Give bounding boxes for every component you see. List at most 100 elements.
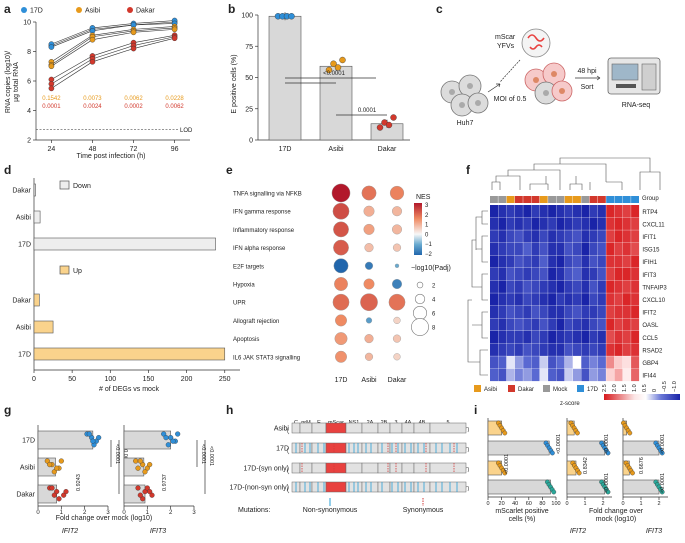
f-heat-cell (498, 356, 507, 369)
f-heat-cell (506, 242, 515, 256)
f-heat-cell (606, 318, 615, 331)
panel-label-g: g (4, 403, 11, 417)
f-heat-cell (523, 217, 532, 230)
f-zscore-bar (604, 394, 680, 400)
h-gene-block (413, 422, 431, 434)
f-heat-cell (614, 205, 623, 218)
b-category-label: 17D (279, 146, 292, 153)
d-category-label: Asibi (16, 325, 32, 332)
f-heat-cell (548, 293, 557, 306)
i-xlabel1-1: mScarlet positive (495, 508, 548, 515)
g-pval: <0.0001 (122, 446, 128, 466)
f-heat-cell (631, 356, 640, 369)
d-xtick-label: 200 (181, 376, 193, 383)
h-gene-block (401, 442, 415, 454)
e-column-label: Dakar (388, 377, 407, 384)
f-gene-label: TNFAIP3 (642, 285, 667, 291)
b-pval-1: <0.0001 (323, 71, 346, 77)
d-plot: 0 50 100 150 200 250 Dakar Asibi 17D Dakar Asibi 17… (12, 178, 240, 383)
g-point-17D (165, 442, 171, 448)
c-moi: MOI of 0.5 (494, 96, 527, 103)
f-heat-cell (523, 318, 532, 331)
f-heat-cell (581, 331, 590, 344)
f-group-cell-17D (606, 196, 615, 203)
f-heat-cell (597, 356, 606, 369)
f-legend-asibi-swatch (474, 385, 481, 392)
a-ytick-label: 10 (23, 20, 31, 27)
e-dot-17D (335, 314, 347, 327)
e-nes-colorbar (414, 203, 422, 255)
f-heat-cell (564, 318, 573, 331)
d-bar-Down-Asibi (33, 210, 41, 224)
g-gene1: IFIT2 (62, 528, 78, 535)
f-heat-cell (581, 343, 590, 356)
a-point-Asibi (171, 26, 178, 33)
f-heat-cell (531, 368, 540, 382)
a-pval-asibi: 0.0073 (83, 96, 102, 102)
g-point-Dakar (54, 489, 60, 495)
g-point-17D (170, 438, 176, 444)
f-legend-mock: Mock (553, 387, 568, 393)
e-nes-tick: 3 (425, 203, 429, 209)
legend-down: Down (73, 183, 91, 190)
d-category-label: 17D (18, 352, 31, 359)
f-group-label: Group (642, 196, 659, 202)
e-nes-tick: −2 (425, 252, 433, 258)
i-point-Asibi (627, 430, 633, 436)
f-heat-cell (514, 217, 523, 230)
h-gene-block (361, 442, 379, 454)
c-huh7: Huh7 (457, 120, 474, 127)
virus-particle (521, 28, 551, 58)
f-heat-cell (514, 268, 523, 281)
f-heat-cell (514, 356, 523, 369)
a-xtick-label: 24 (48, 146, 56, 153)
g-point-Dakar (137, 492, 143, 498)
f-heat-cell (548, 368, 557, 382)
g-point-Asibi (144, 465, 150, 471)
a-point-Asibi (130, 29, 137, 36)
i-point-17D-(syn only) (576, 470, 582, 476)
i-xtick-label: 40 (512, 501, 518, 507)
g-point-Dakar (49, 485, 55, 491)
f-gene-label: IFIT3 (642, 273, 657, 279)
f-heat-cell (548, 242, 557, 256)
legend-down-swatch (59, 180, 70, 190)
a-series-line-Dakar (51, 36, 175, 85)
f-group-cell-Mock (548, 196, 556, 203)
d-xtick-label: 50 (68, 376, 76, 383)
f-heat-cell (622, 230, 631, 243)
panel-e: e TNFA signalling via NFKB IFN gamma resp… (226, 163, 451, 384)
f-heat-cell (606, 255, 615, 268)
i-xlabel2-1: Fold change over (589, 508, 644, 515)
panel-label-b: b (228, 2, 235, 16)
f-gene-label: CXCL11 (642, 222, 665, 228)
panel-a: a 17D Asibi Dakar RNA copies (log10)/ µg… (4, 2, 193, 160)
f-heat-cell (614, 280, 623, 293)
e-pathway-label: Apoptosis (233, 337, 259, 343)
i-point-17D-(syn only) (502, 470, 508, 476)
i-pval: <0.0001 (660, 473, 666, 493)
f-heat-cell (498, 305, 507, 319)
i-pval: <0.0001 (604, 434, 610, 454)
legend-a-asibi: Asibi (85, 8, 101, 15)
f-heat-cell (498, 255, 507, 268)
f-heat-cell (573, 318, 581, 331)
f-legend-mock-swatch (543, 385, 550, 392)
f-heat-cell (506, 356, 515, 369)
e-dot-Asibi (364, 243, 374, 253)
f-heat-cell (589, 230, 598, 243)
e-nes-tick: 0 (425, 232, 429, 238)
e-dot-Dakar (392, 334, 402, 343)
f-heat-cell (589, 293, 598, 306)
f-heat-cell (539, 217, 548, 230)
c-sort: Sort (581, 84, 594, 91)
g-point-Asibi (44, 458, 50, 464)
f-legend-17d: 17D (587, 387, 599, 393)
g-point-Asibi (137, 458, 143, 464)
f-heat-cell (556, 305, 565, 319)
f-heat-cell (531, 230, 540, 243)
c-48hpi: 48 hpi (577, 68, 597, 75)
f-heat-cell (531, 242, 540, 256)
f-heat-cell (631, 205, 640, 218)
e-size-label: 4 (432, 298, 436, 304)
